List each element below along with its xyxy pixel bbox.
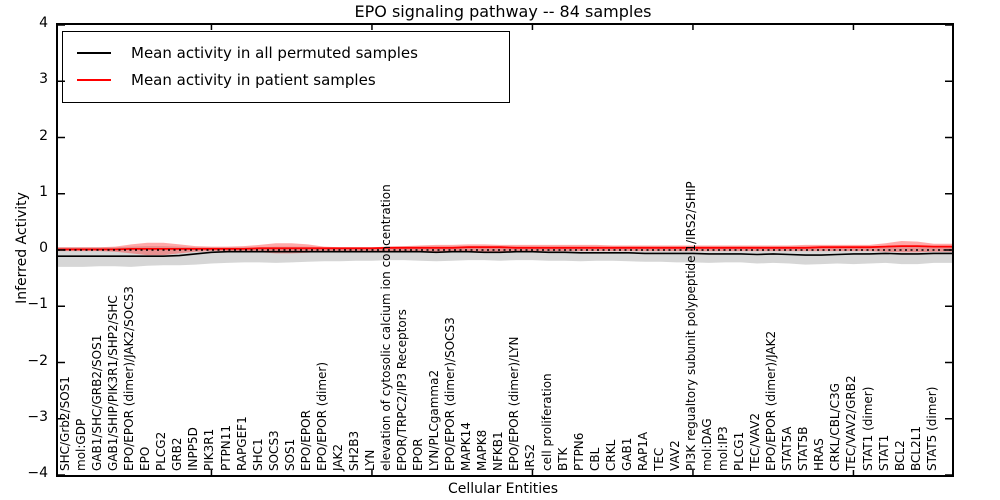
x-category-label: mol:DAG (700, 418, 714, 471)
x-category-label: LYN (362, 449, 377, 471)
x-category-label: NFKB1 (491, 431, 506, 471)
x-category-label: SHC/Grb2/SOS1 (58, 376, 72, 471)
x-category-label: mol:GDP (74, 418, 89, 471)
y-tick-label: 3 (39, 71, 48, 88)
x-category-label: GAB1/SHC/GRB2/SOS1 (90, 334, 105, 471)
x-category-label: PIK3R1 (202, 428, 217, 471)
x-category-label: SOS1 (282, 438, 297, 471)
x-category-label: HRAS (812, 438, 827, 471)
x-category-label: PTPN6 (571, 432, 586, 471)
x-category-label: EPOR/TRPC2/IP3 Receptors (395, 309, 410, 471)
x-category-label: cell proliferation (539, 373, 554, 471)
x-category-label: PTPN11 (218, 424, 233, 471)
permuted-mean-line (58, 250, 952, 257)
x-category-label: MAPK14 (459, 422, 474, 471)
y-tick-label: −2 (27, 352, 48, 369)
plot-area (56, 23, 954, 477)
x-category-label: BCL2 (892, 440, 907, 471)
x-category-label: RAP1A (635, 431, 650, 471)
x-category-label: EPO/EPOR (dimer)/LYN (507, 336, 522, 471)
x-category-label: mol:IP3 (716, 426, 731, 471)
x-category-label: RAPGEF1 (234, 416, 249, 471)
legend-item-patient: Mean activity in patient samples (63, 66, 509, 93)
y-tick-label: 2 (39, 127, 48, 144)
x-category-label: BTK (555, 447, 570, 471)
x-category-label: MAPK8 (475, 429, 490, 471)
x-category-label: STAT5B (796, 426, 811, 472)
x-category-label: JAK2 (330, 443, 345, 471)
x-category-label: TEC/VAV2/GRB2 (844, 375, 859, 471)
x-category-label: VAV2 (667, 440, 682, 471)
x-category-label: PLCG1 (732, 431, 747, 471)
x-category-label: CRKL/CBL/C3G (828, 383, 843, 471)
x-category-label: STAT5A (780, 426, 795, 471)
legend-item-permuted: Mean activity in all permuted samples (63, 39, 509, 66)
y-tick-label: 1 (39, 183, 48, 200)
x-axis-label: Cellular Entities (447, 481, 559, 497)
x-category-label: EPO/EPOR (dimer)/JAK2 (764, 330, 779, 471)
legend-label: Mean activity in all permuted samples (131, 43, 418, 62)
legend-line-swatch-red (77, 78, 111, 81)
x-category-label: EPO/EPOR (dimer)/SOCS3 (443, 317, 458, 471)
x-category-label: STAT1 (876, 434, 891, 471)
legend-label: Mean activity in patient samples (131, 70, 376, 89)
x-category-label: SHC1 (250, 438, 265, 471)
legend: Mean activity in all permuted samples Me… (62, 31, 510, 103)
x-category-label: SH2B3 (346, 430, 361, 471)
legend-line-swatch-black (77, 51, 111, 54)
x-category-label: EPO/EPOR (dimer)/JAK2/SOCS3 (122, 286, 137, 471)
x-category-label: GAB1/SHIP/PIK3R1/SHP2/SHC (106, 295, 121, 471)
x-category-label: EPO (138, 446, 153, 471)
y-tick-label: 4 (39, 15, 48, 31)
x-category-label: EPO/EPOR (dimer) (314, 361, 329, 471)
x-category-label: IRS2 (523, 443, 538, 471)
x-category-label: EPOR (411, 438, 426, 471)
x-category-label: CRKL (603, 439, 618, 471)
y-tick-label: −1 (27, 296, 48, 313)
x-category-label: TEC (651, 447, 666, 471)
patient-mean-line (58, 245, 952, 251)
x-category-label: LYN/PLCgamma2 (427, 369, 442, 471)
x-category-label: EPO/EPOR (298, 410, 313, 471)
x-category-label: CBL (587, 447, 602, 471)
x-category-label: TEC/VAV2 (748, 412, 763, 471)
plot-canvas (58, 25, 952, 475)
x-category-label: elevation of cytosolic calcium ion conce… (379, 184, 393, 471)
y-tick-label: 0 (39, 240, 48, 256)
x-category-label: GRB2 (170, 437, 185, 471)
y-tick-label: −3 (27, 408, 48, 425)
x-category-label: SOCS3 (266, 430, 281, 471)
x-category-label: GAB1 (619, 437, 634, 471)
x-category-label: PLCG2 (154, 431, 169, 471)
x-category-label: INPP5D (186, 427, 201, 471)
x-category-label: STAT5 (dimer) (924, 386, 939, 471)
chart-title: EPO signaling pathway -- 84 samples (354, 2, 652, 21)
x-category-label: BCL2L1 (908, 425, 923, 471)
x-category-label: STAT1 (dimer) (860, 386, 875, 471)
x-category-label: PI3K regualtory subunit polypeptide 1/IR… (683, 181, 698, 471)
y-tick-label: −4 (27, 465, 48, 481)
